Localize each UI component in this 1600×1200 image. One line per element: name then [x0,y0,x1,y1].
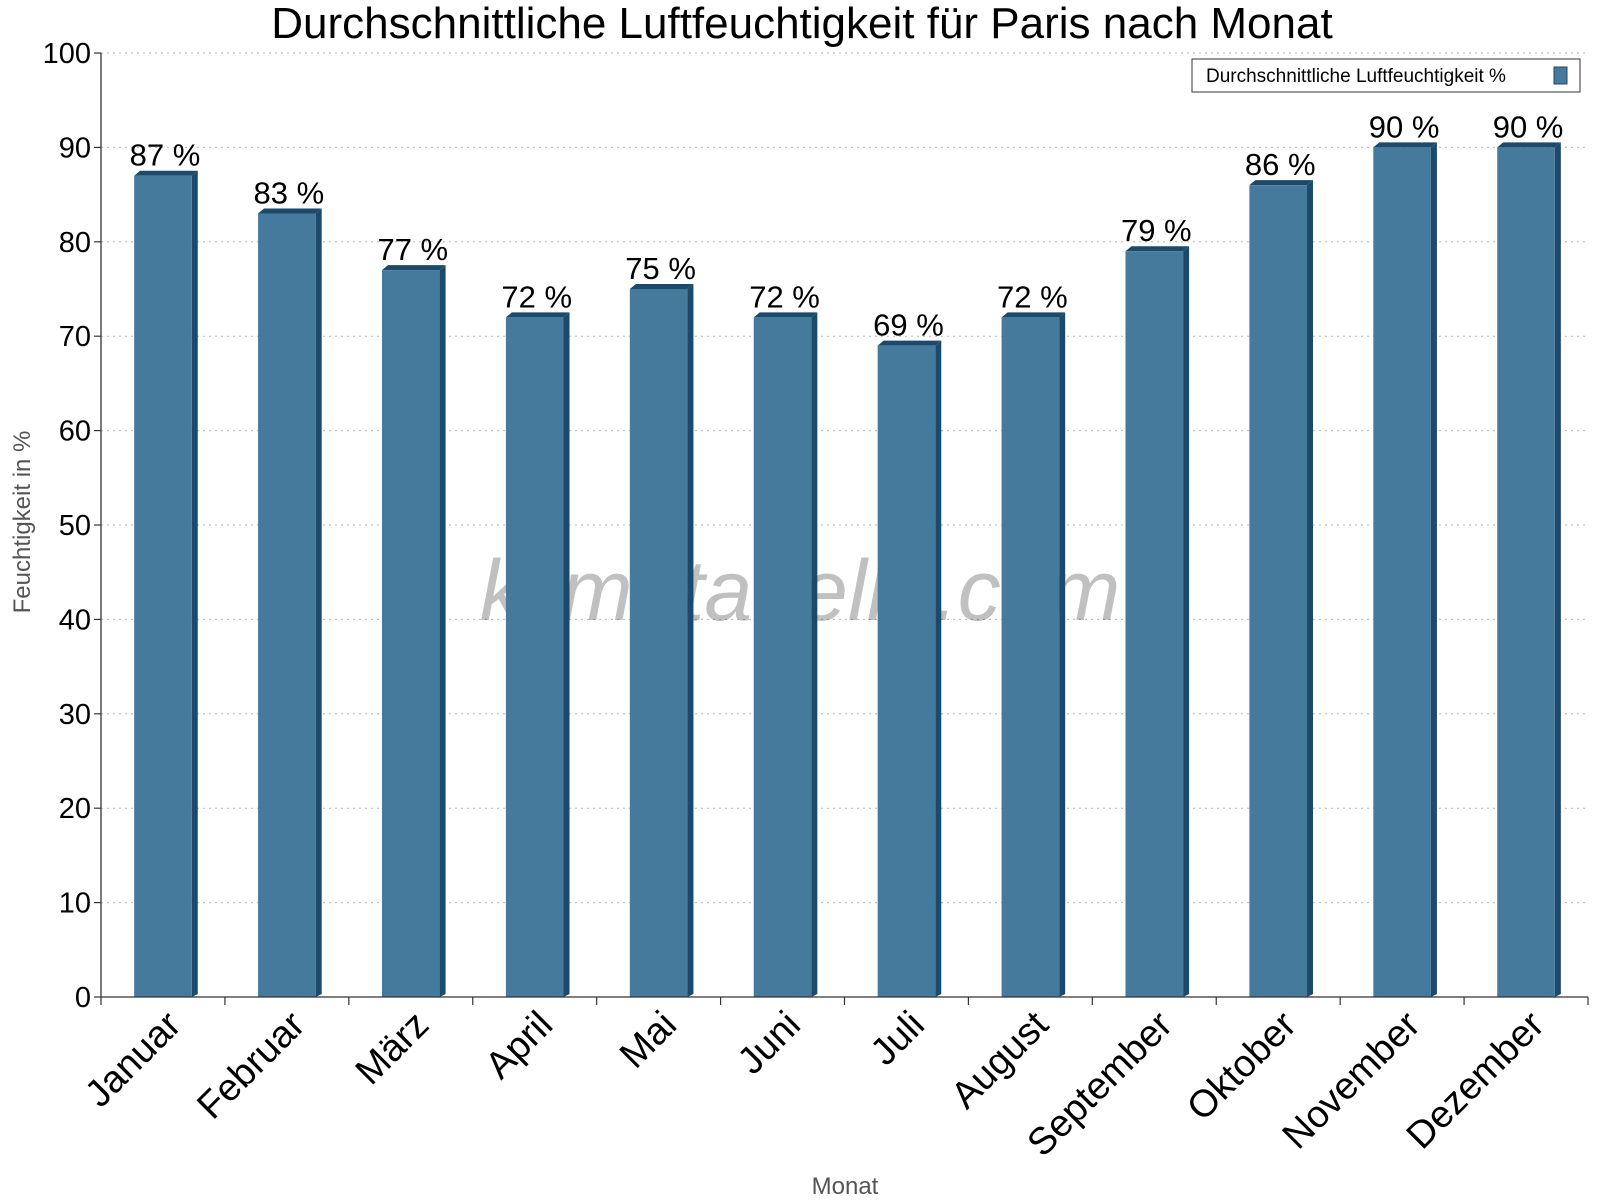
bar-top [1497,142,1561,148]
bar-August [1001,312,1066,997]
bar [381,270,440,997]
bars [134,142,1561,998]
bar-side [1183,246,1190,998]
bar-top [629,284,694,289]
bar-side [687,284,694,997]
bar-side [563,312,570,997]
x-tick-label: August [943,1003,1057,1117]
bar-top [1125,246,1190,252]
bar [1001,317,1060,997]
bar-Mai [629,284,694,997]
data-label: 75 % [625,251,696,286]
x-tick-label: Juni [730,1004,809,1083]
bar-November [1373,142,1437,997]
bar-Dezember [1497,142,1561,997]
bar [877,345,936,997]
legend-box [1191,58,1581,93]
y-tick-label: 50 [59,510,91,542]
bar-top [258,208,322,214]
data-label: 72 % [501,279,572,314]
x-tick-label: Dezember [1399,1003,1553,1157]
bar-side [191,170,198,998]
bar-März [381,265,446,997]
legend-label: Durchschnittliche Luftfeuchtigkeit % [1206,66,1506,87]
bar-side [811,312,818,997]
x-tick-label: Oktober [1179,1003,1305,1129]
bar [1497,147,1555,997]
data-label: 83 % [254,175,325,210]
bar-April [505,312,570,997]
y-tick-label: 100 [43,38,91,70]
legend: Durchschnittliche Luftfeuchtigkeit % [1191,58,1581,93]
bar-side [1430,142,1437,997]
x-tick-label: Juli [863,1004,933,1074]
x-tick-label: Mai [612,1004,685,1077]
x-tick-labels: Januar Februar März April Mai Juni Juli AugustS… [77,1003,1552,1164]
bar-top [1373,142,1437,148]
y-tick-label: 40 [59,604,91,636]
y-tick-label: 80 [59,227,91,259]
bar-top [381,265,446,271]
bar-side [315,208,322,998]
bar [629,289,688,997]
data-label: 72 % [997,279,1068,314]
x-tick-label: Februar [189,1003,313,1127]
y-tick-label: 70 [59,321,91,353]
bar-Juli [877,340,942,997]
y-tick-label: 90 [59,132,91,164]
data-label: 86 % [1245,147,1316,182]
bar-top [134,170,198,176]
x-axis-title: Monat [812,1173,879,1200]
bar-side [935,340,942,997]
legend-swatch [1553,66,1568,85]
bar-side [439,265,446,997]
y-tick-label: 30 [59,699,91,731]
bar [1249,185,1308,997]
bar-top [1249,180,1314,186]
bar [753,317,812,997]
bar-side [1307,180,1314,997]
bar-Januar [134,170,198,998]
bar-Februar [258,208,322,998]
y-axis-title: Feuchtigkeit in % [9,431,36,614]
data-label: 69 % [873,308,944,343]
y-tick-label: 60 [59,416,91,448]
chart-title: Durchschnittliche Luftfeuchtigkeit für P… [271,0,1332,48]
x-tick-label: März [348,1004,437,1093]
x-tick-label: Januar [77,1003,189,1115]
y-tick-labels: 0 10 20 30 40 50 60 70 80 90 100 [43,38,91,1014]
data-label: 90 % [1493,109,1564,144]
bar-top [753,312,818,318]
y-tick-label: 0 [75,982,91,1014]
data-labels: 87 % 83 % 77 % 72 % 75 % 72 % 69 % 72 % 79 % 86 %… [130,109,1564,342]
data-label: 79 % [1121,213,1192,248]
bar-top [1001,312,1066,318]
y-tick-label: 20 [59,793,91,825]
grid-lines [101,52,1588,904]
bar [258,213,316,998]
bar [505,317,564,997]
bar-top [877,340,942,346]
bar-Oktober [1249,180,1314,997]
data-label: 87 % [130,138,201,173]
bar-top [505,312,570,318]
y-tick-label: 10 [59,888,91,920]
bar-side [1059,312,1066,997]
bar-Juni [753,312,818,997]
data-label: 72 % [749,279,820,314]
x-tick-label: April [478,1004,561,1087]
data-label: 77 % [377,232,448,267]
bar-September [1125,246,1190,998]
data-label: 90 % [1369,109,1440,144]
bar [1125,251,1184,998]
bar [1373,147,1431,997]
bar [134,175,192,998]
bar-side [1554,142,1561,997]
axes [94,52,1589,1005]
